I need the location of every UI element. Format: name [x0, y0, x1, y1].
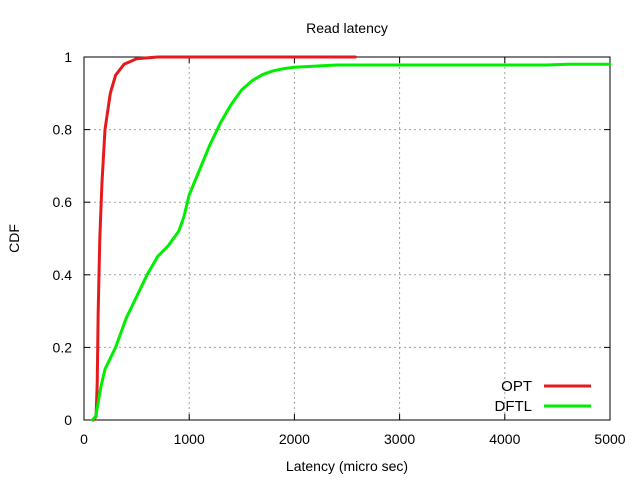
x-tick-label: 4000 — [489, 431, 520, 447]
y-tick-label: 0.4 — [53, 267, 73, 283]
x-axis-title: Latency (micro sec) — [286, 458, 408, 474]
series-line-opt — [92, 55, 357, 422]
y-axis-title: CDF — [6, 224, 22, 253]
series-lines — [90, 55, 612, 422]
x-tick-label: 0 — [80, 431, 88, 447]
y-tick-label: 0.8 — [53, 122, 73, 138]
series-line-dftl — [90, 62, 612, 422]
x-tick-label: 5000 — [594, 431, 625, 447]
x-tick-label: 2000 — [279, 431, 310, 447]
plot-frame — [83, 56, 611, 421]
chart-title: Read latency — [306, 20, 388, 36]
axis-ticks: 0 1000 2000 3000 4000 5000 0 0.2 0.4 0.6 0.8 1 — [53, 49, 626, 447]
y-tick-label: 1 — [64, 49, 72, 65]
y-tick-label: 0.6 — [53, 194, 73, 210]
x-tick-label: 1000 — [174, 431, 205, 447]
legend-label-dftl: DFTL — [495, 398, 533, 415]
y-tick-label: 0.2 — [53, 339, 73, 355]
y-tick-label: 0 — [64, 412, 72, 428]
grid-lines — [84, 57, 610, 420]
legend: OPT DFTL — [495, 378, 591, 415]
legend-label-opt: OPT — [501, 378, 532, 395]
x-tick-label: 3000 — [384, 431, 415, 447]
